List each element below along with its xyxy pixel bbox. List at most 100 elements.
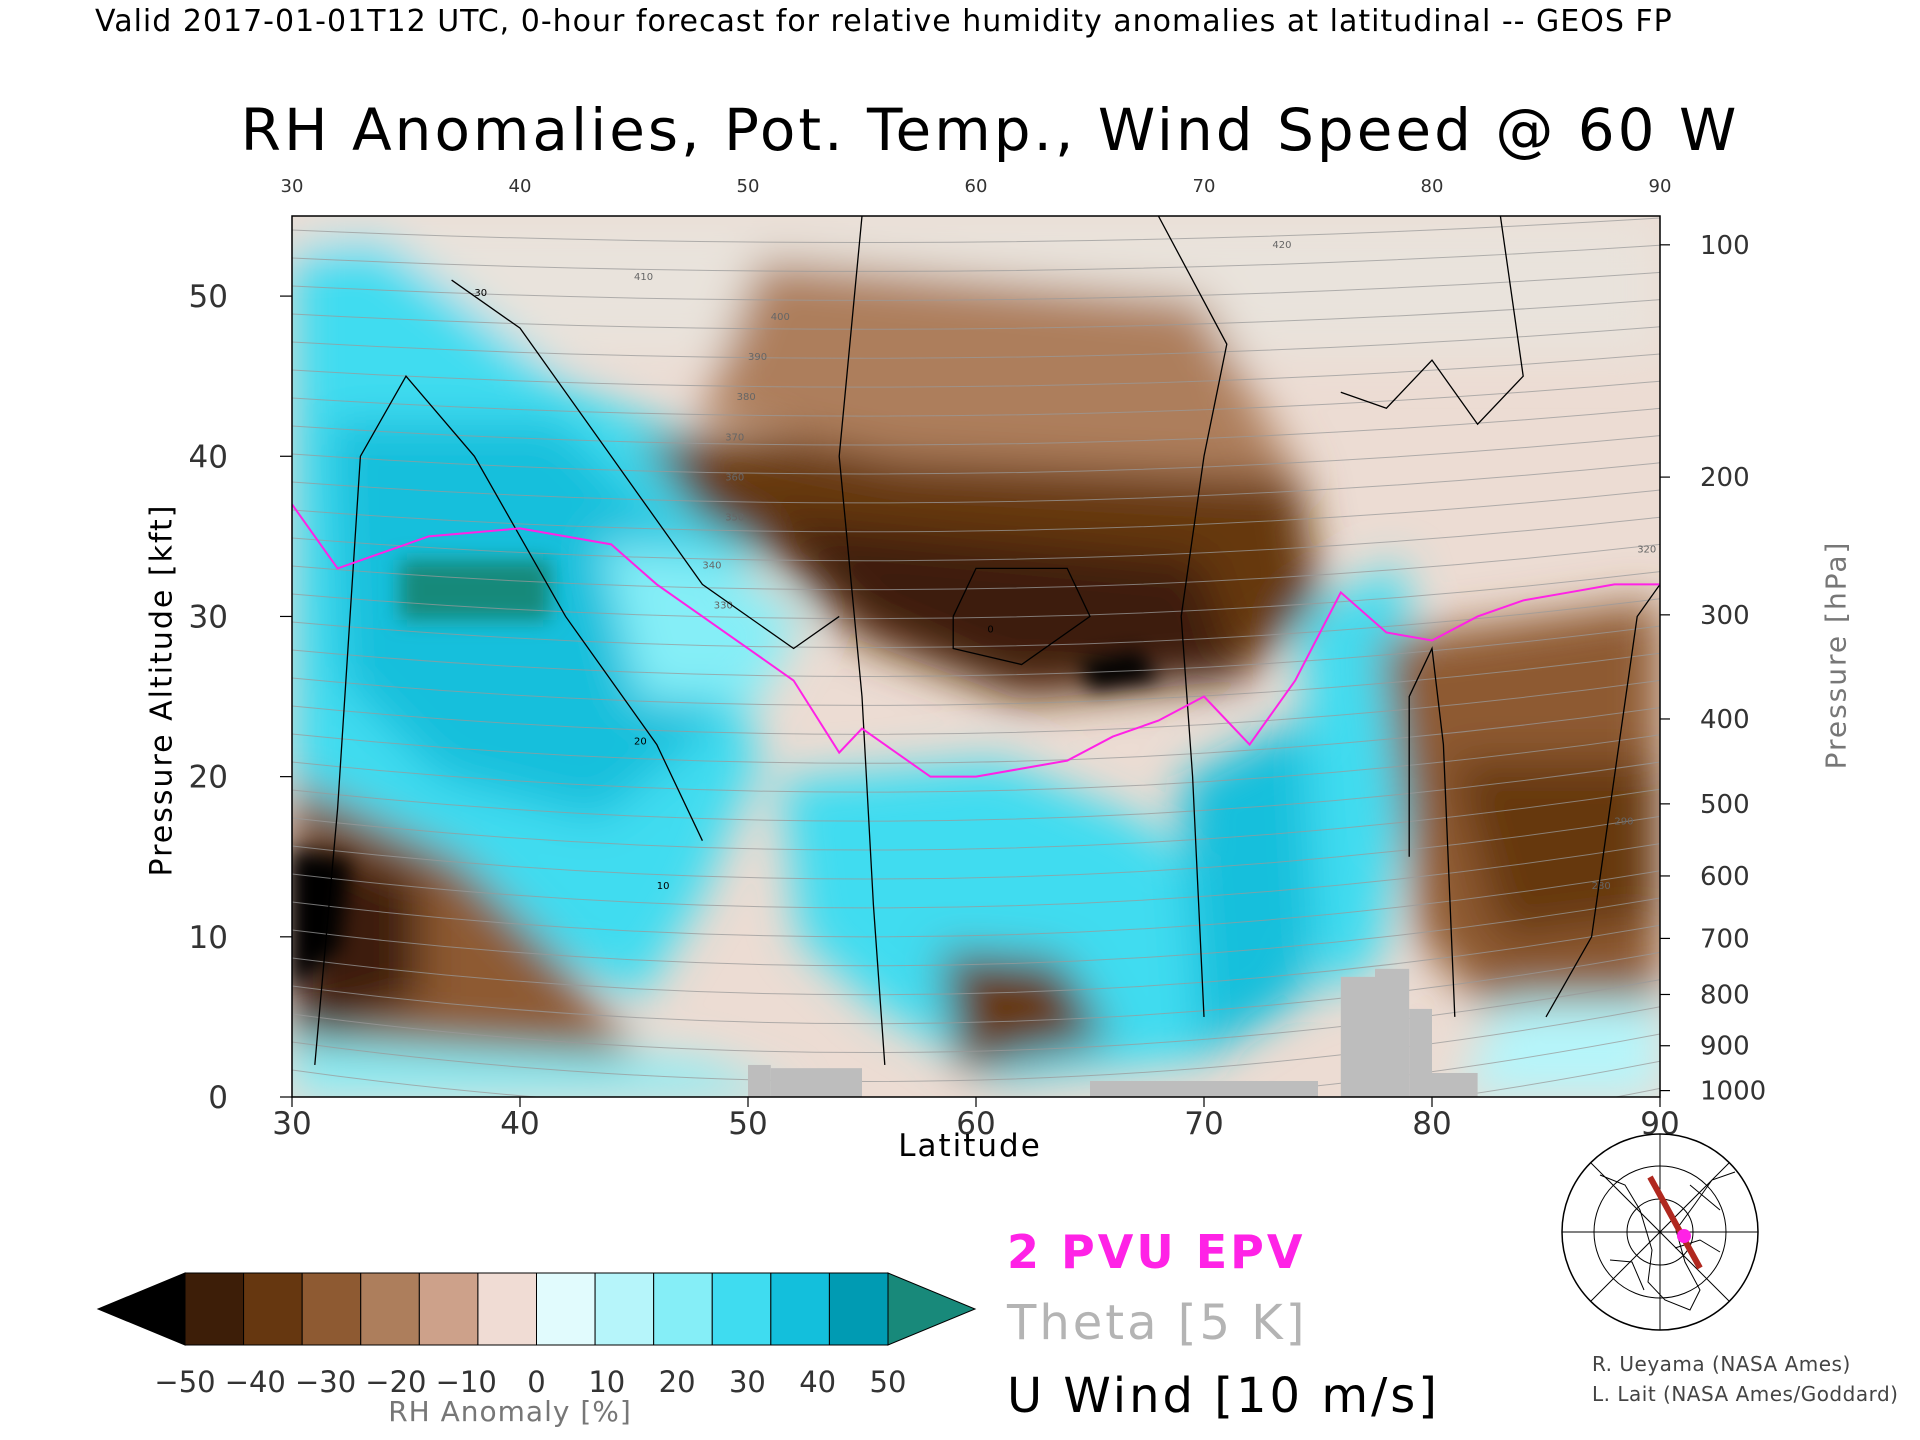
- theta-contour-line: [292, 299, 1660, 330]
- terrain-block: [1340, 976, 1375, 1097]
- theta-contour-line: [292, 979, 1660, 1054]
- credit-line-2: L. Lait (NASA Ames/Goddard): [1592, 1382, 1899, 1406]
- colorbar-tick-label: 50: [870, 1365, 907, 1399]
- theta-contour-line: [292, 679, 1660, 735]
- top-x-tick-label: 40: [509, 176, 532, 197]
- colorbar-tick-label: −20: [365, 1365, 426, 1399]
- theta-contour-line: [292, 1033, 1660, 1097]
- theta-contour-line: [292, 761, 1660, 822]
- colorbar-segment: [477, 1272, 537, 1346]
- theta-contour-line: [292, 870, 1660, 938]
- theta-contour-line: [292, 843, 1660, 909]
- theta-contour-label: 330: [714, 600, 733, 611]
- y-tick-label: 0: [208, 1080, 228, 1116]
- theta-contour-label: 290: [1614, 817, 1633, 828]
- colorbar-tick-label: 10: [588, 1365, 625, 1399]
- x-tick-label: 60: [956, 1106, 995, 1142]
- colorbar: −50 −40 −30 −20 −10 0 10 20 30 40 50: [96, 1272, 977, 1399]
- colorbar-segment: [653, 1272, 713, 1346]
- terrain-block: [1375, 968, 1410, 1097]
- theta-contour-line: [292, 788, 1660, 851]
- terrain-block: [1090, 1080, 1318, 1097]
- epv-2pvu-contour: [292, 503, 1660, 778]
- colorbar-segment: [418, 1272, 479, 1346]
- u-wind-contour-line: [314, 375, 703, 1066]
- y-axis-title-left: Pressure Altitude [kft]: [144, 503, 180, 877]
- theta-contour-line: [292, 951, 1660, 1025]
- colorbar-segment: [184, 1272, 245, 1346]
- pressure-tick-label: 1000: [1700, 1077, 1766, 1107]
- colorbar-segment: [301, 1272, 362, 1346]
- legend-u-wind: U Wind [10 m/s]: [1007, 1368, 1441, 1424]
- rh-anomaly-field: [292, 216, 1660, 1097]
- theta-contour-line: [292, 625, 1660, 677]
- legend-epv: 2 PVU EPV: [1007, 1225, 1306, 1279]
- theta-contour-line: [292, 897, 1660, 967]
- theta-contour-label: 400: [771, 312, 790, 323]
- y-tick-label: 10: [189, 920, 228, 956]
- credit-line-1: R. Ueyama (NASA Ames): [1592, 1352, 1851, 1376]
- theta-contour-line: [292, 924, 1660, 996]
- theta-contour-line: [292, 734, 1660, 793]
- theta-contour-line: [292, 1170, 1660, 1255]
- u-wind-contour-label: 0: [987, 624, 993, 635]
- theta-contour-line: [292, 543, 1660, 591]
- pressure-tick-label: 300: [1700, 601, 1750, 631]
- terrain-block: [770, 1068, 862, 1097]
- colorbar-segment: [594, 1272, 655, 1346]
- colorbar-tick-label: −30: [295, 1365, 356, 1399]
- x-tick-label: 40: [500, 1106, 539, 1142]
- terrain-block: [748, 1064, 771, 1097]
- theta-contour-label: 360: [725, 472, 744, 483]
- theta-contour-line: [292, 380, 1660, 417]
- pressure-tick-label: 900: [1700, 1032, 1750, 1062]
- theta-contour-label: 350: [725, 512, 744, 523]
- theta-contour-line: [292, 516, 1660, 562]
- pressure-axis-right: 100 200 300 400 500 600 700 800 900 1000: [1660, 231, 1766, 1107]
- colorbar-tick-label: 30: [729, 1365, 766, 1399]
- y-tick-label: 40: [189, 439, 228, 475]
- x-tick-label: 70: [1184, 1106, 1223, 1142]
- theta-contour-line: [292, 707, 1660, 764]
- u-wind-contour-line: [451, 279, 840, 650]
- epv-line: [292, 503, 1660, 778]
- colorbar-segment: [536, 1272, 596, 1346]
- colorbar-over-arrow: [887, 1272, 977, 1346]
- theta-contour-line: [292, 271, 1660, 301]
- y-axis-title-right: Pressure [hPa]: [1819, 540, 1853, 770]
- colorbar-tick-label: 20: [659, 1365, 696, 1399]
- colorbar-tick-label: −40: [225, 1365, 286, 1399]
- u-wind-contour-line: [838, 216, 886, 1066]
- theta-contour-line: [292, 598, 1660, 649]
- theta-contour-line: [292, 489, 1660, 533]
- u-wind-contour-label: 30: [474, 288, 487, 299]
- u-wind-contour-line: [952, 567, 1091, 666]
- u-wind-contour-label: 20: [634, 737, 647, 748]
- u-wind-contour-line: [1157, 216, 1228, 1017]
- x-tick-label: 80: [1412, 1106, 1451, 1142]
- terrain-block: [1432, 1072, 1478, 1097]
- theta-contour-line: [292, 435, 1660, 475]
- pressure-tick-label: 600: [1700, 862, 1750, 892]
- theta-contour-line: [292, 1006, 1660, 1082]
- theta-contour-line: [292, 244, 1660, 272]
- theta-contour-label: 410: [634, 272, 653, 283]
- colorbar-segment: [770, 1272, 830, 1346]
- y-axis-left: 0 10 20 30 40 50: [189, 279, 292, 1116]
- u-wind-contour-line: [1545, 584, 1660, 1018]
- theta-contour-line: [292, 1197, 1660, 1284]
- colorbar-segment: [711, 1272, 772, 1346]
- u-wind-contour-line: [1340, 216, 1524, 426]
- theta-contour-line: [292, 217, 1660, 243]
- theta-contour-label: 420: [1272, 240, 1291, 251]
- theta-contour-line: [292, 353, 1660, 388]
- theta-contour-label: 280: [1592, 881, 1611, 892]
- theta-contour-line: [292, 326, 1660, 359]
- theta-contour-line: [292, 571, 1660, 620]
- theta-contour-line: [292, 407, 1660, 446]
- colorbar-tick-label: 40: [799, 1365, 836, 1399]
- u-wind-contour-label: 10: [657, 881, 670, 892]
- pressure-tick-label: 400: [1700, 705, 1750, 735]
- legend-theta: Theta [5 K]: [1007, 1295, 1308, 1351]
